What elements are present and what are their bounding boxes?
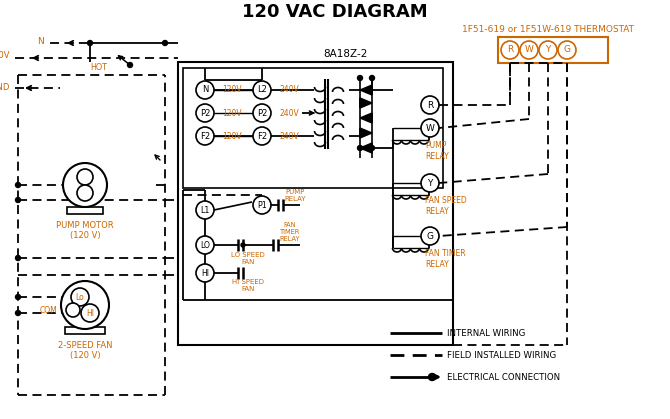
- Text: COM: COM: [40, 305, 57, 315]
- Circle shape: [63, 163, 107, 207]
- Text: 120V: 120V: [0, 52, 10, 60]
- Text: 240V: 240V: [279, 85, 299, 95]
- Text: G: G: [563, 46, 570, 54]
- Circle shape: [127, 62, 133, 67]
- Circle shape: [369, 75, 375, 80]
- Text: W: W: [525, 46, 533, 54]
- Text: G: G: [427, 232, 433, 241]
- Circle shape: [196, 201, 214, 219]
- Text: W: W: [425, 124, 434, 132]
- Circle shape: [15, 183, 21, 187]
- Circle shape: [358, 75, 362, 80]
- Bar: [183, 68, 443, 188]
- Circle shape: [15, 197, 21, 202]
- Text: 240V: 240V: [279, 109, 299, 117]
- Circle shape: [358, 145, 362, 150]
- Text: FAN
TIMER
RELAY: FAN TIMER RELAY: [279, 222, 300, 242]
- Text: 1F51-619 or 1F51W-619 THERMOSTAT: 1F51-619 or 1F51W-619 THERMOSTAT: [462, 26, 634, 34]
- Text: P2: P2: [200, 109, 210, 117]
- Circle shape: [196, 264, 214, 282]
- Text: 120V: 120V: [222, 85, 242, 95]
- Text: F2: F2: [257, 132, 267, 140]
- Text: Lo: Lo: [76, 292, 84, 302]
- Circle shape: [196, 104, 214, 122]
- Text: PUMP
RELAY: PUMP RELAY: [425, 141, 449, 161]
- Text: FAN TIMER
RELAY: FAN TIMER RELAY: [425, 249, 466, 269]
- Bar: [178, 62, 453, 345]
- Text: N: N: [202, 85, 208, 95]
- Text: Y: Y: [427, 178, 433, 187]
- Circle shape: [429, 373, 436, 380]
- Text: ELECTRICAL CONNECTION: ELECTRICAL CONNECTION: [447, 372, 560, 382]
- Bar: [67, 207, 103, 214]
- Text: HI: HI: [201, 269, 209, 277]
- Text: (120 V): (120 V): [70, 230, 100, 240]
- Circle shape: [196, 236, 214, 254]
- Polygon shape: [360, 128, 372, 138]
- Text: F2: F2: [200, 132, 210, 140]
- Polygon shape: [360, 113, 372, 123]
- Polygon shape: [360, 85, 372, 95]
- Text: GND: GND: [0, 83, 10, 93]
- Circle shape: [421, 227, 439, 245]
- Text: R: R: [427, 101, 433, 109]
- Text: 2-SPEED FAN: 2-SPEED FAN: [58, 341, 113, 349]
- Text: (120 V): (120 V): [70, 351, 100, 360]
- Circle shape: [253, 104, 271, 122]
- Circle shape: [539, 41, 557, 59]
- Circle shape: [81, 304, 99, 322]
- Circle shape: [77, 169, 93, 185]
- Text: N: N: [38, 36, 44, 46]
- Circle shape: [421, 174, 439, 192]
- Text: HOT: HOT: [90, 64, 107, 72]
- Circle shape: [15, 256, 21, 261]
- Circle shape: [421, 119, 439, 137]
- Circle shape: [66, 303, 80, 317]
- Circle shape: [196, 127, 214, 145]
- Text: INTERNAL WIRING: INTERNAL WIRING: [447, 328, 525, 337]
- Text: P2: P2: [257, 109, 267, 117]
- Circle shape: [71, 288, 89, 306]
- Text: FAN SPEED
RELAY: FAN SPEED RELAY: [425, 196, 467, 216]
- Text: FIELD INSTALLED WIRING: FIELD INSTALLED WIRING: [447, 351, 556, 360]
- Circle shape: [253, 196, 271, 214]
- Text: R: R: [507, 46, 513, 54]
- Circle shape: [15, 295, 21, 300]
- Circle shape: [163, 41, 168, 46]
- Text: LO: LO: [200, 241, 210, 249]
- Circle shape: [501, 41, 519, 59]
- Circle shape: [369, 145, 375, 150]
- Text: 8A18Z-2: 8A18Z-2: [324, 49, 368, 59]
- Circle shape: [77, 185, 93, 201]
- Text: L1: L1: [200, 205, 210, 215]
- Polygon shape: [360, 143, 372, 153]
- Circle shape: [196, 81, 214, 99]
- Text: 120 VAC DIAGRAM: 120 VAC DIAGRAM: [242, 3, 428, 21]
- Text: LO SPEED
FAN: LO SPEED FAN: [231, 251, 265, 264]
- Text: HI SPEED
FAN: HI SPEED FAN: [232, 279, 264, 292]
- Text: HI: HI: [86, 308, 94, 318]
- Bar: [65, 327, 105, 334]
- Text: 120V: 120V: [222, 109, 242, 117]
- Circle shape: [88, 41, 92, 46]
- Circle shape: [15, 310, 21, 316]
- Text: PUMP MOTOR: PUMP MOTOR: [56, 220, 114, 230]
- Circle shape: [61, 281, 109, 329]
- Circle shape: [253, 81, 271, 99]
- Circle shape: [520, 41, 538, 59]
- Bar: [498, 37, 608, 63]
- Text: PUMP
RELAY: PUMP RELAY: [284, 189, 306, 202]
- Circle shape: [558, 41, 576, 59]
- Text: Y: Y: [545, 46, 551, 54]
- Text: L2: L2: [257, 85, 267, 95]
- Text: 240V: 240V: [279, 132, 299, 140]
- Text: P1: P1: [257, 201, 267, 210]
- Circle shape: [241, 243, 245, 247]
- Text: 120V: 120V: [222, 132, 242, 140]
- Circle shape: [253, 127, 271, 145]
- Circle shape: [421, 96, 439, 114]
- Polygon shape: [360, 98, 372, 108]
